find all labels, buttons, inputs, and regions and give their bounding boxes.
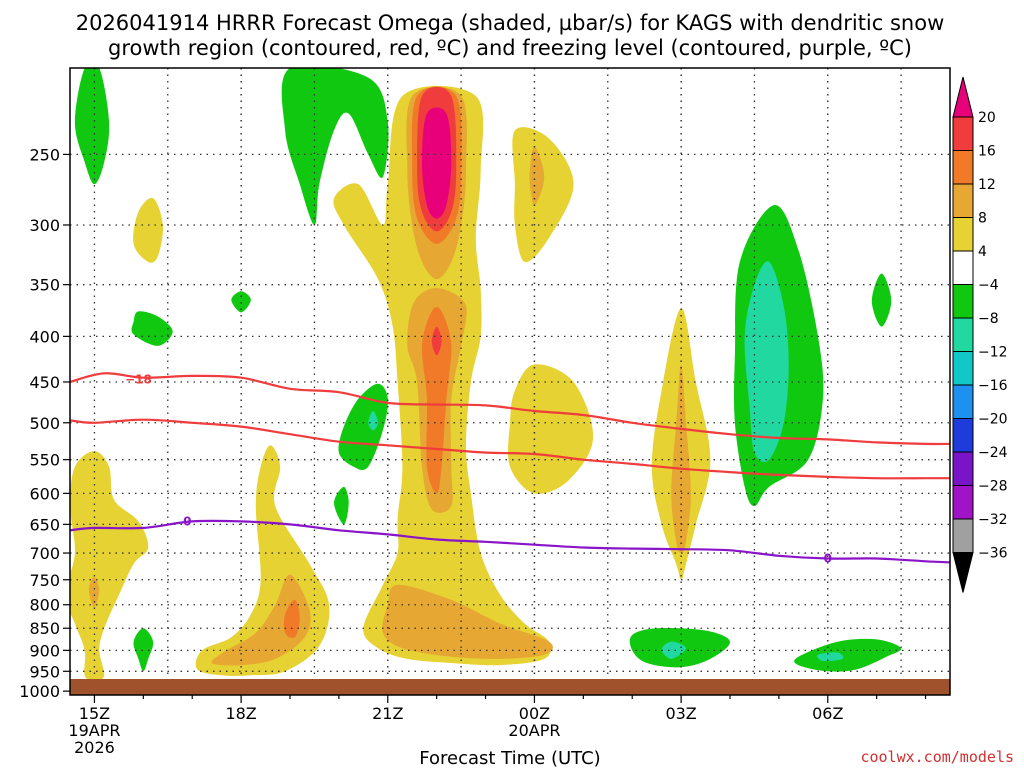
x-tick-label-15Z: 15Z xyxy=(79,704,110,723)
omega-neg8-20z-mid xyxy=(368,411,378,431)
contour-label-freezing-level: 0 xyxy=(824,552,832,566)
x-tick-label-06Z: 06Z xyxy=(812,704,843,723)
colorbar-bottom-arrow xyxy=(952,552,974,593)
grid-lines xyxy=(70,68,950,695)
contour-freezing-level xyxy=(70,519,950,564)
omega-8-18z-low xyxy=(211,574,311,666)
y-tick-label-250: 250 xyxy=(29,145,60,164)
x-tick-label-21Z: 21Z xyxy=(372,704,403,723)
omega-neg4-06z-low xyxy=(794,638,902,672)
colorbar-box-13 xyxy=(952,518,974,553)
colorbar-box-12 xyxy=(952,485,974,520)
colorbar-label-10: −24 xyxy=(978,445,1008,461)
x-tick-date-15Z: 19APR xyxy=(68,721,120,740)
y-tick-label-800: 800 xyxy=(29,596,60,615)
omega-16-main-mid xyxy=(431,326,442,356)
y-tick-label-900: 900 xyxy=(29,641,60,660)
omega-4-00z-mid xyxy=(507,364,594,494)
y-tick-label-350: 350 xyxy=(29,276,60,295)
omega-8-main-low xyxy=(382,584,553,659)
colorbar-label-7: −12 xyxy=(978,345,1008,361)
y-axis-ticks: 250 300 350 400 450 500 550 600 650 700 750 800 850 9… xyxy=(19,145,70,701)
colorbar-box-1 xyxy=(952,116,974,151)
omega-neg8-05z-column xyxy=(744,261,789,462)
omega-12-main-mid xyxy=(421,307,452,494)
colorbar-box-5 xyxy=(952,250,974,285)
colorbar-label-4: 4 xyxy=(978,244,987,260)
colorbar-label-3: 8 xyxy=(978,211,987,227)
chart-title-line2: growth region (contoured, red, ºC) and f… xyxy=(108,36,912,60)
omega-neg4-16z-low xyxy=(133,628,154,672)
x-tick-label-00Z: 00Z xyxy=(519,704,550,723)
colorbar-label-9: −20 xyxy=(978,412,1008,428)
omega-20-main-upper xyxy=(422,107,452,219)
contour-label-dendritic-upper: −18 xyxy=(125,372,152,386)
colorbar-label-0: 20 xyxy=(978,110,996,126)
colorbar-box-6 xyxy=(952,284,974,319)
y-tick-label-450: 450 xyxy=(29,373,60,392)
colorbar-box-8 xyxy=(952,351,974,386)
colorbar-box-7 xyxy=(952,317,974,352)
omega-neg8-03z-low xyxy=(661,641,686,659)
omega-4-16z-upper xyxy=(133,197,164,263)
contour-dendritic-upper xyxy=(70,372,950,446)
colorbar-label-5: −4 xyxy=(978,278,999,294)
x-tick-label-18Z: 18Z xyxy=(225,704,256,723)
colorbar-label-1: 16 xyxy=(978,144,996,160)
credit-text: coolwx.com/models xyxy=(860,748,1014,766)
colorbar-label-12: −32 xyxy=(978,512,1008,528)
y-tick-label-300: 300 xyxy=(29,216,60,235)
omega-neg4-16z-mid xyxy=(131,311,173,346)
colorbar: 20 16 12 8 4 −4 −8 −12 −16 −20 −24 −28 −32 −36 xyxy=(952,76,1008,593)
chart-title-line1: 2026041914 HRRR Forecast Omega (shaded, … xyxy=(76,11,945,35)
omega-neg4-17z-mid xyxy=(231,291,251,313)
omega-neg4-07z-mid xyxy=(871,273,892,327)
y-tick-label-750: 750 xyxy=(29,571,60,590)
y-tick-label-700: 700 xyxy=(29,544,60,563)
colorbar-label-6: −8 xyxy=(978,311,999,327)
y-tick-label-950: 950 xyxy=(29,662,60,681)
colorbar-label-13: −36 xyxy=(978,546,1008,562)
colorbar-label-2: 12 xyxy=(978,177,996,193)
y-tick-label-400: 400 xyxy=(29,327,60,346)
x-tick-label-03Z: 03Z xyxy=(665,704,696,723)
omega-neg4-20z-mid xyxy=(338,383,388,470)
omega-4-15z-low xyxy=(70,451,149,682)
colorbar-box-9 xyxy=(952,384,974,419)
y-tick-label-1000: 1000 xyxy=(19,682,60,701)
y-tick-label-650: 650 xyxy=(29,515,60,534)
colorbar-top-arrow xyxy=(952,76,974,118)
temperature-contours: −18 0 0 xyxy=(70,372,950,566)
colorbar-box-3 xyxy=(952,183,974,218)
omega-8-15z xyxy=(88,577,100,608)
y-tick-label-850: 850 xyxy=(29,619,60,638)
ground-surface xyxy=(70,679,950,695)
omega-neg8-06z-low xyxy=(817,652,844,662)
y-tick-label-500: 500 xyxy=(29,414,60,433)
colorbar-box-11 xyxy=(952,451,974,486)
omega-shaded-regions xyxy=(70,68,902,682)
y-tick-label-550: 550 xyxy=(29,451,60,470)
x-tick-date-00Z: 20APR xyxy=(508,721,560,740)
x-tick-year-15Z: 2026 xyxy=(74,738,115,757)
contour-label-freezing-level: 0 xyxy=(183,514,191,528)
omega-4-00z-upper xyxy=(512,127,574,263)
contour-dendritic-lower xyxy=(70,418,950,480)
colorbar-box-2 xyxy=(952,150,974,185)
x-axis-label: Forecast Time (UTC) xyxy=(419,748,600,768)
colorbar-box-10 xyxy=(952,418,974,453)
colorbar-label-11: −28 xyxy=(978,479,1008,495)
colorbar-label-8: −16 xyxy=(978,378,1008,394)
omega-neg4-20z-low xyxy=(334,486,349,525)
omega-12-18z-low xyxy=(283,599,300,639)
y-tick-label-600: 600 xyxy=(29,484,60,503)
omega-neg4-19z-upper xyxy=(281,68,389,225)
omega-8-00z-upper xyxy=(529,146,545,206)
omega-neg4-15z-upper xyxy=(74,68,110,185)
colorbar-box-4 xyxy=(952,217,974,252)
plot-area: −18 0 0 xyxy=(69,67,951,696)
